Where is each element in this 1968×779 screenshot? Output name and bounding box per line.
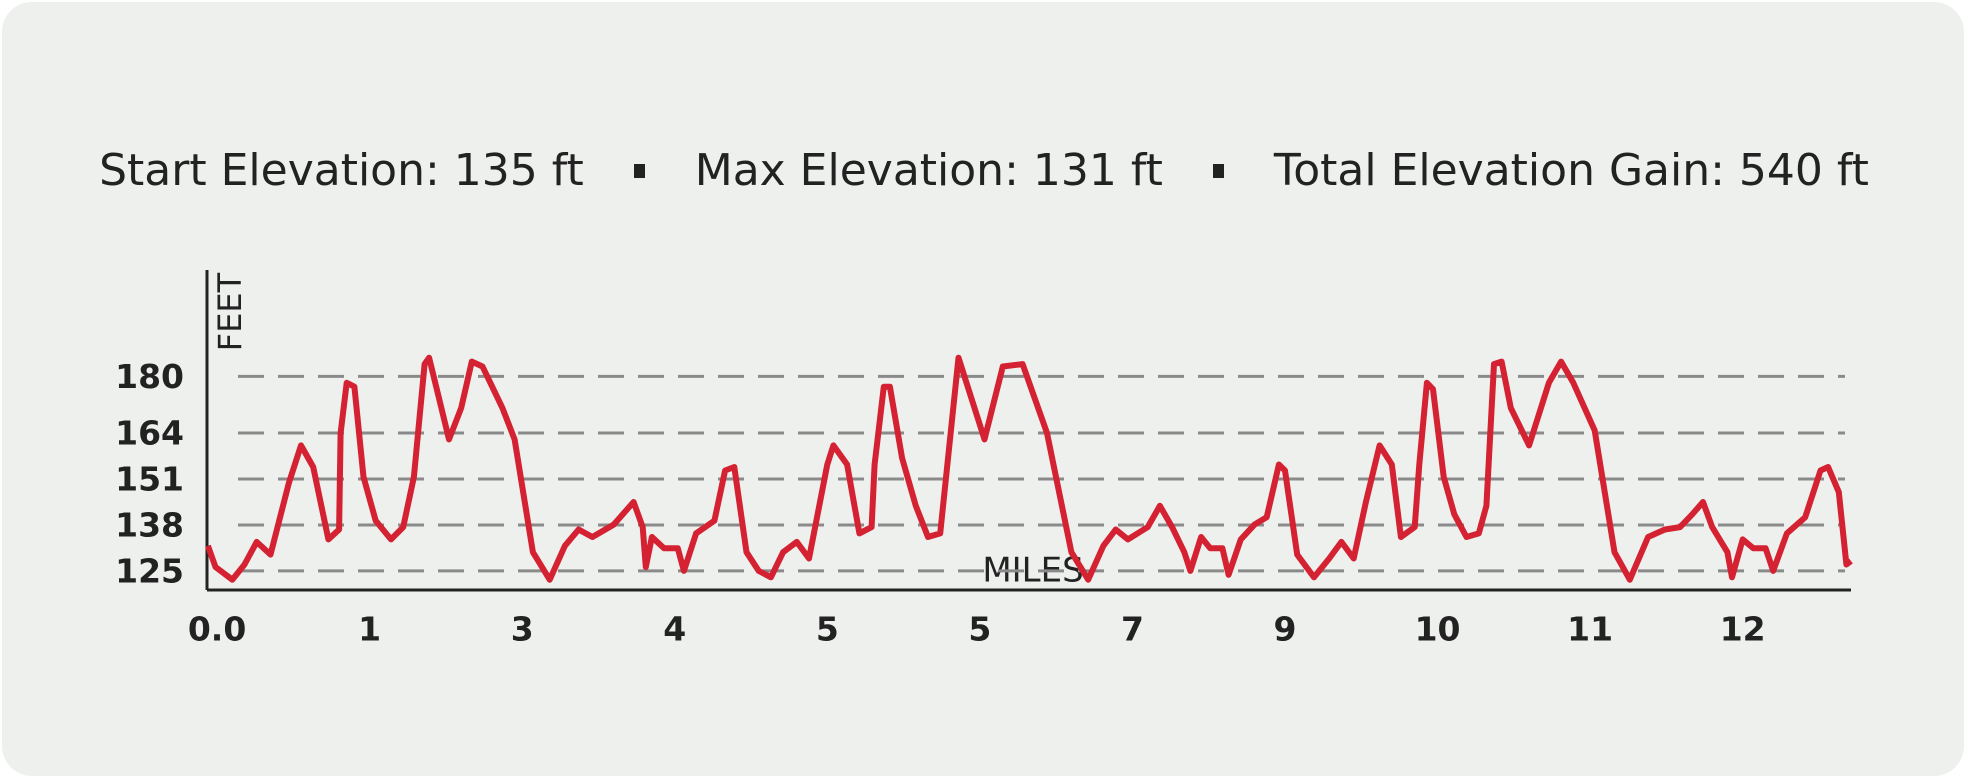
y-tick-label: 180	[115, 357, 184, 396]
y-tick-label: 151	[115, 459, 184, 498]
y-tick-label: 138	[115, 505, 184, 544]
x-tick-label: 10	[1415, 610, 1461, 649]
x-tick-label: 7	[1121, 610, 1144, 649]
x-axis-title: MILES	[982, 551, 1083, 591]
x-tick-label: 12	[1720, 610, 1766, 649]
stats-bar: Start Elevation: 135 ft Max Elevation: 13…	[0, 145, 1968, 196]
y-tick-label: 125	[115, 551, 184, 590]
stat: Total Elevation Gain: 540 ft	[1273, 145, 1869, 196]
x-tick-label: 5	[816, 610, 839, 649]
x-tick-label: 0.0	[188, 610, 246, 649]
elevation-line	[205, 354, 1853, 583]
x-tick-label: 3	[511, 610, 534, 649]
y-axis-title: FEET	[211, 272, 249, 351]
separator	[633, 163, 645, 178]
x-tick-label: 11	[1567, 610, 1613, 649]
x-tick-label: 9	[1274, 610, 1297, 649]
x-tick-label: 5	[968, 610, 991, 649]
x-tick-label: 4	[663, 610, 686, 649]
y-tick-label: 164	[115, 414, 184, 453]
stat: Start Elevation: 135 ft	[99, 145, 584, 196]
x-tick-label: 1	[358, 610, 381, 649]
stat: Max Elevation: 131 ft	[694, 145, 1163, 196]
separator	[1212, 163, 1224, 178]
